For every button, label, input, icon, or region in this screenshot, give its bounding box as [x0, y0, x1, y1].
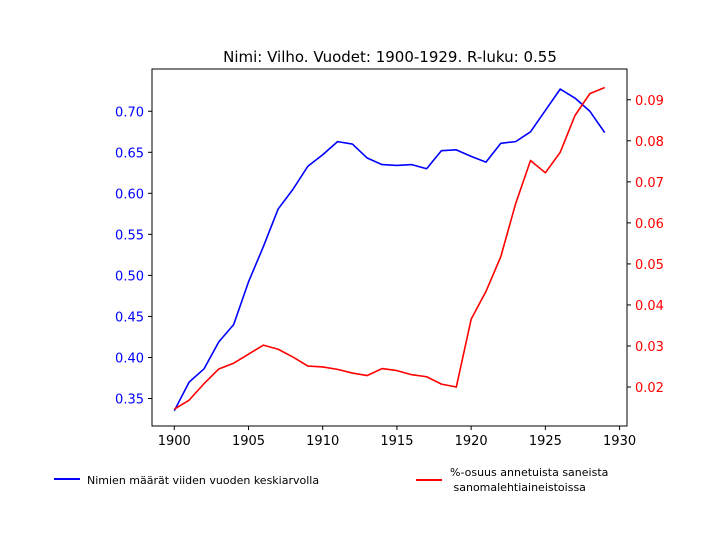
chart-title: Nimi: Vilho. Vuodet: 1900-1929. R-luku: …: [223, 48, 557, 66]
y-left-tick-label: 0.70: [115, 105, 144, 120]
y-left-tick-label: 0.60: [115, 187, 144, 202]
legend: Nimien määrät viiden vuoden keskiarvolla…: [54, 466, 608, 494]
y-left-tick-label: 0.65: [115, 146, 144, 161]
legend-item-red: %-osuus annetuista saneista sanomalehtia…: [416, 466, 608, 494]
y-right-tick-label: 0.05: [635, 258, 664, 273]
plot-area: [151, 68, 628, 427]
y-right-tick-label: 0.08: [635, 135, 664, 150]
y-left-tick-label: 0.40: [115, 351, 144, 366]
legend-label-red-line: sanomalehtiaineistoissa: [450, 481, 586, 494]
legend-label-red-line: %-osuus annetuista saneista: [450, 466, 608, 479]
x-tick-label: 1930: [603, 434, 636, 449]
x-axis: 1900 1905 1910 1915 1920 1925 1930: [158, 426, 636, 449]
y-left-tick-label: 0.50: [115, 269, 144, 284]
y-axis-left: 0.35 0.40 0.45 0.50 0.55 0.60 0.65 0.70: [115, 105, 152, 408]
y-right-tick-label: 0.07: [635, 176, 664, 191]
x-tick-label: 1910: [306, 434, 339, 449]
y-left-tick-label: 0.55: [115, 228, 144, 243]
x-tick-label: 1920: [455, 434, 488, 449]
y-right-tick-label: 0.02: [635, 381, 664, 396]
x-tick-label: 1925: [529, 434, 562, 449]
x-tick-label: 1900: [158, 434, 191, 449]
y-right-tick-label: 0.03: [635, 340, 664, 355]
y-left-tick-label: 0.45: [115, 310, 144, 325]
y-right-tick-label: 0.06: [635, 217, 664, 232]
y-right-tick-label: 0.04: [635, 299, 664, 314]
plot-frame: [151, 68, 628, 427]
legend-item-blue: Nimien määrät viiden vuoden keskiarvolla: [54, 474, 319, 487]
series-line-blue: [173, 88, 606, 412]
series-layer: [173, 86, 606, 412]
y-right-tick-label: 0.09: [635, 94, 664, 109]
legend-label-red: %-osuus annetuista saneista sanomalehtia…: [450, 466, 608, 494]
x-tick-label: 1915: [380, 434, 413, 449]
y-axis-right: 0.02 0.03 0.04 0.05 0.06 0.07 0.08 0.09: [627, 94, 664, 396]
legend-label-blue: Nimien määrät viiden vuoden keskiarvolla: [87, 474, 319, 487]
y-left-tick-label: 0.35: [115, 393, 144, 408]
series-line-red: [173, 86, 606, 410]
x-tick-label: 1905: [232, 434, 265, 449]
